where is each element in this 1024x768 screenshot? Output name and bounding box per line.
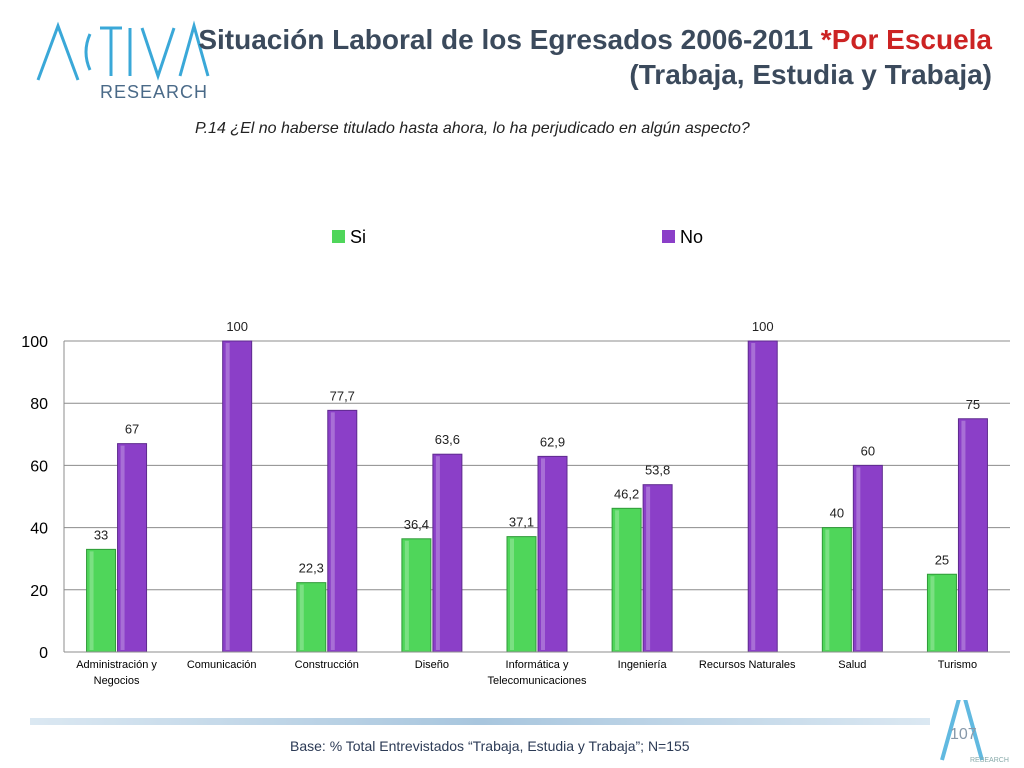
x-tick-label: Salud xyxy=(838,659,866,671)
data-label: 60 xyxy=(861,443,875,458)
x-tick-label: Negocios xyxy=(94,675,140,687)
data-label: 53,8 xyxy=(645,463,670,478)
bar-highlight xyxy=(825,529,830,650)
bar-highlight xyxy=(961,420,966,650)
bar-highlight xyxy=(615,510,620,650)
x-tick-label: Telecomunicaciones xyxy=(487,675,587,687)
legend-label: Si xyxy=(350,227,366,247)
bar-highlight xyxy=(404,540,409,650)
footer-band: RESEARCH xyxy=(30,700,1009,764)
bar-highlight xyxy=(646,486,651,650)
page-number: 107 xyxy=(950,726,977,743)
legend-swatch xyxy=(332,230,345,243)
data-label: 46,2 xyxy=(614,486,639,501)
x-tick-label: Turismo xyxy=(938,659,977,671)
data-label: 40 xyxy=(830,506,844,521)
bar xyxy=(642,484,673,653)
bar xyxy=(537,455,568,653)
legend-label: No xyxy=(680,227,703,247)
bar-highlight xyxy=(510,538,514,650)
data-label: 77,7 xyxy=(330,388,355,403)
page-title: Situación Laboral de los Egresados 2006-… xyxy=(198,22,992,92)
footer-logo-text: RESEARCH xyxy=(970,757,1009,764)
bar xyxy=(117,443,148,653)
data-label: 63,6 xyxy=(435,432,460,447)
y-tick-label: 0 xyxy=(39,645,48,662)
bar xyxy=(296,582,327,653)
bar-highlight xyxy=(330,412,335,650)
bar-highlight xyxy=(751,343,756,650)
bar xyxy=(222,340,253,653)
data-label: 67 xyxy=(125,422,139,437)
survey-question: P.14 ¿El no haberse titulado hasta ahora… xyxy=(195,120,750,137)
bar xyxy=(821,527,852,653)
bar-highlight xyxy=(930,576,935,650)
bar xyxy=(327,409,358,653)
bar-highlight xyxy=(856,467,861,650)
title-accent: *Por Escuela xyxy=(820,24,992,55)
bar-highlight xyxy=(225,343,230,650)
x-tick-label: Administración y xyxy=(76,659,157,671)
y-tick-label: 60 xyxy=(30,458,48,475)
x-tick-label: Ingeniería xyxy=(618,659,668,671)
y-tick-label: 20 xyxy=(30,583,48,600)
bar xyxy=(957,418,988,653)
data-label: 36,4 xyxy=(404,517,429,532)
bar xyxy=(926,573,957,653)
data-label: 37,1 xyxy=(509,515,534,530)
bar xyxy=(432,453,463,653)
data-label: 100 xyxy=(752,319,774,334)
data-label: 75 xyxy=(966,397,980,412)
bar-highlight xyxy=(541,458,545,650)
y-tick-label: 100 xyxy=(21,334,48,351)
x-tick-label: Recursos Naturales xyxy=(699,659,796,671)
title-line1: Situación Laboral de los Egresados 2006-… xyxy=(198,24,821,55)
data-label: 62,9 xyxy=(540,434,565,449)
bar-highlight xyxy=(435,456,440,650)
data-label: 33 xyxy=(94,527,108,542)
bar-highlight xyxy=(89,551,94,650)
base-note: Base: % Total Entrevistados “Trabaja, Es… xyxy=(290,738,690,754)
logo-research-text: RESEARCH xyxy=(100,82,208,102)
bar-chart: 0 20 40 60 80 100 Si No 33 67 Administración y Nego… xyxy=(21,227,1010,687)
legend-swatch xyxy=(662,230,675,243)
bar-highlight xyxy=(299,584,304,650)
x-tick-label: Diseño xyxy=(415,659,449,671)
y-tick-label: 40 xyxy=(30,521,48,538)
bar xyxy=(611,507,642,653)
x-tick-label: Informática y xyxy=(506,659,569,671)
bar xyxy=(852,464,883,653)
bar xyxy=(506,536,537,653)
data-label: 22,3 xyxy=(299,561,324,576)
x-tick-label: Construcción xyxy=(295,659,359,671)
bar xyxy=(747,340,778,653)
title-line2: (Trabaja, Estudia y Trabaja) xyxy=(629,59,992,90)
footer-logo-mark xyxy=(940,700,984,761)
data-label: 25 xyxy=(935,552,949,567)
bar-highlight xyxy=(120,445,125,650)
activa-research-logo: RESEARCH xyxy=(36,20,210,102)
y-tick-label: 80 xyxy=(30,396,48,413)
x-tick-label: Comunicación xyxy=(187,659,257,671)
data-label: 100 xyxy=(226,319,248,334)
